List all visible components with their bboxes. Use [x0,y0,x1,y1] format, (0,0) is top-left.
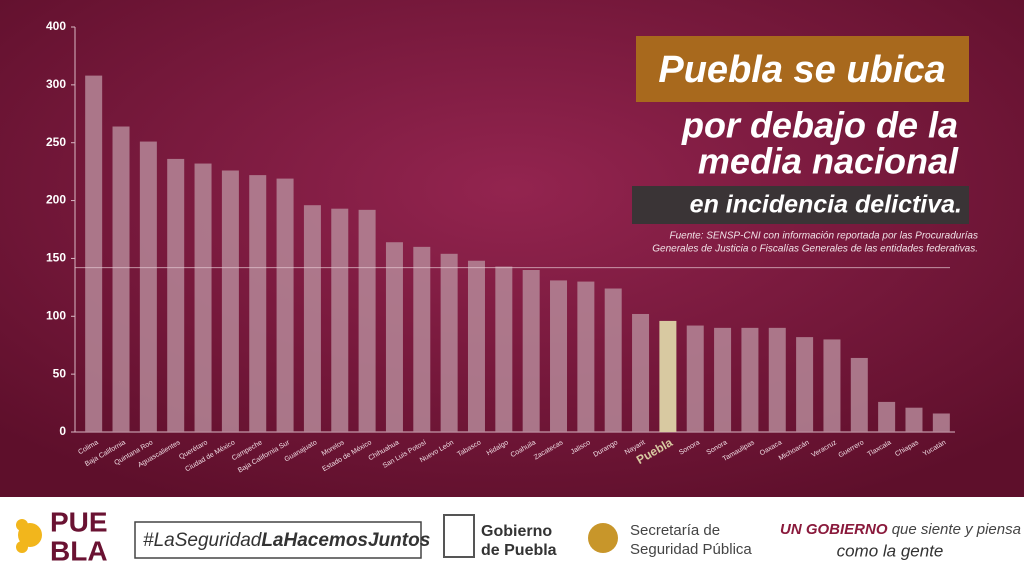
bar [878,401,896,432]
bar [221,170,239,432]
hashtag: #LaSeguridadLaHacemosJuntos [143,530,430,551]
secretaria: Seguridad Pública [630,541,752,558]
y-tick-label: 250 [46,135,66,149]
title: media nacional [698,141,959,182]
source: Generales de Justicia o Fiscalías Genera… [652,244,978,255]
y-tick-label: 400 [46,19,66,33]
gobierno: de Puebla [481,542,557,559]
bar [194,163,212,433]
y-tick-label: 0 [59,424,66,438]
hashtag: #LaSeguridad [143,530,263,551]
bar [303,205,321,432]
bar [768,327,786,432]
bar [659,320,677,432]
bar [686,325,704,432]
bar [714,327,732,432]
bar [632,313,650,432]
bar [385,242,403,432]
bar [112,126,130,432]
bar [577,281,595,432]
secretaria-icon [588,523,618,553]
puebla-logo: PUE BLA [16,506,108,566]
hashtag-box [134,521,422,559]
logo-text: PUE [50,506,108,537]
secretaria: Secretaría de [630,522,720,539]
hashtag: LaHacemosJuntos [261,530,430,551]
bar [604,288,622,432]
bar [331,208,349,432]
bar [139,141,157,433]
bar [796,337,814,432]
logo-text: BLA [50,535,108,566]
y-tick-label: 300 [46,77,66,91]
y-tick-label: 200 [46,193,66,207]
bar [85,75,103,432]
title-box [632,186,969,224]
bar [358,209,376,432]
bar [850,357,868,432]
bar [167,158,185,432]
bar [495,266,513,432]
bar [440,253,458,432]
bar [413,246,431,432]
source: Fuente: SENSP-CNI con información report… [670,231,978,242]
bar [550,280,568,432]
y-tick-label: 50 [53,366,67,380]
bar [932,413,950,432]
y-tick-label: 150 [46,251,66,265]
bar [276,178,294,432]
slogan: UN GOBIERNO que siente y piensa [780,521,1021,538]
bar [741,327,759,432]
bar [467,260,485,432]
title: Puebla se ubica [658,49,945,91]
title: en incidencia delictiva. [690,191,962,219]
bar [522,270,540,432]
title-box [636,36,969,102]
slogan: UN GOBIERNO [780,521,888,538]
gobierno-icon [443,514,475,558]
title: por debajo de la [681,105,958,146]
gobierno: Gobierno [481,523,552,540]
bar [249,175,267,432]
y-tick-label: 100 [46,308,66,322]
bar [823,339,841,432]
bar [905,407,923,432]
slogan: como la gente [837,541,944,560]
slogan: que siente y piensa [892,521,1021,538]
